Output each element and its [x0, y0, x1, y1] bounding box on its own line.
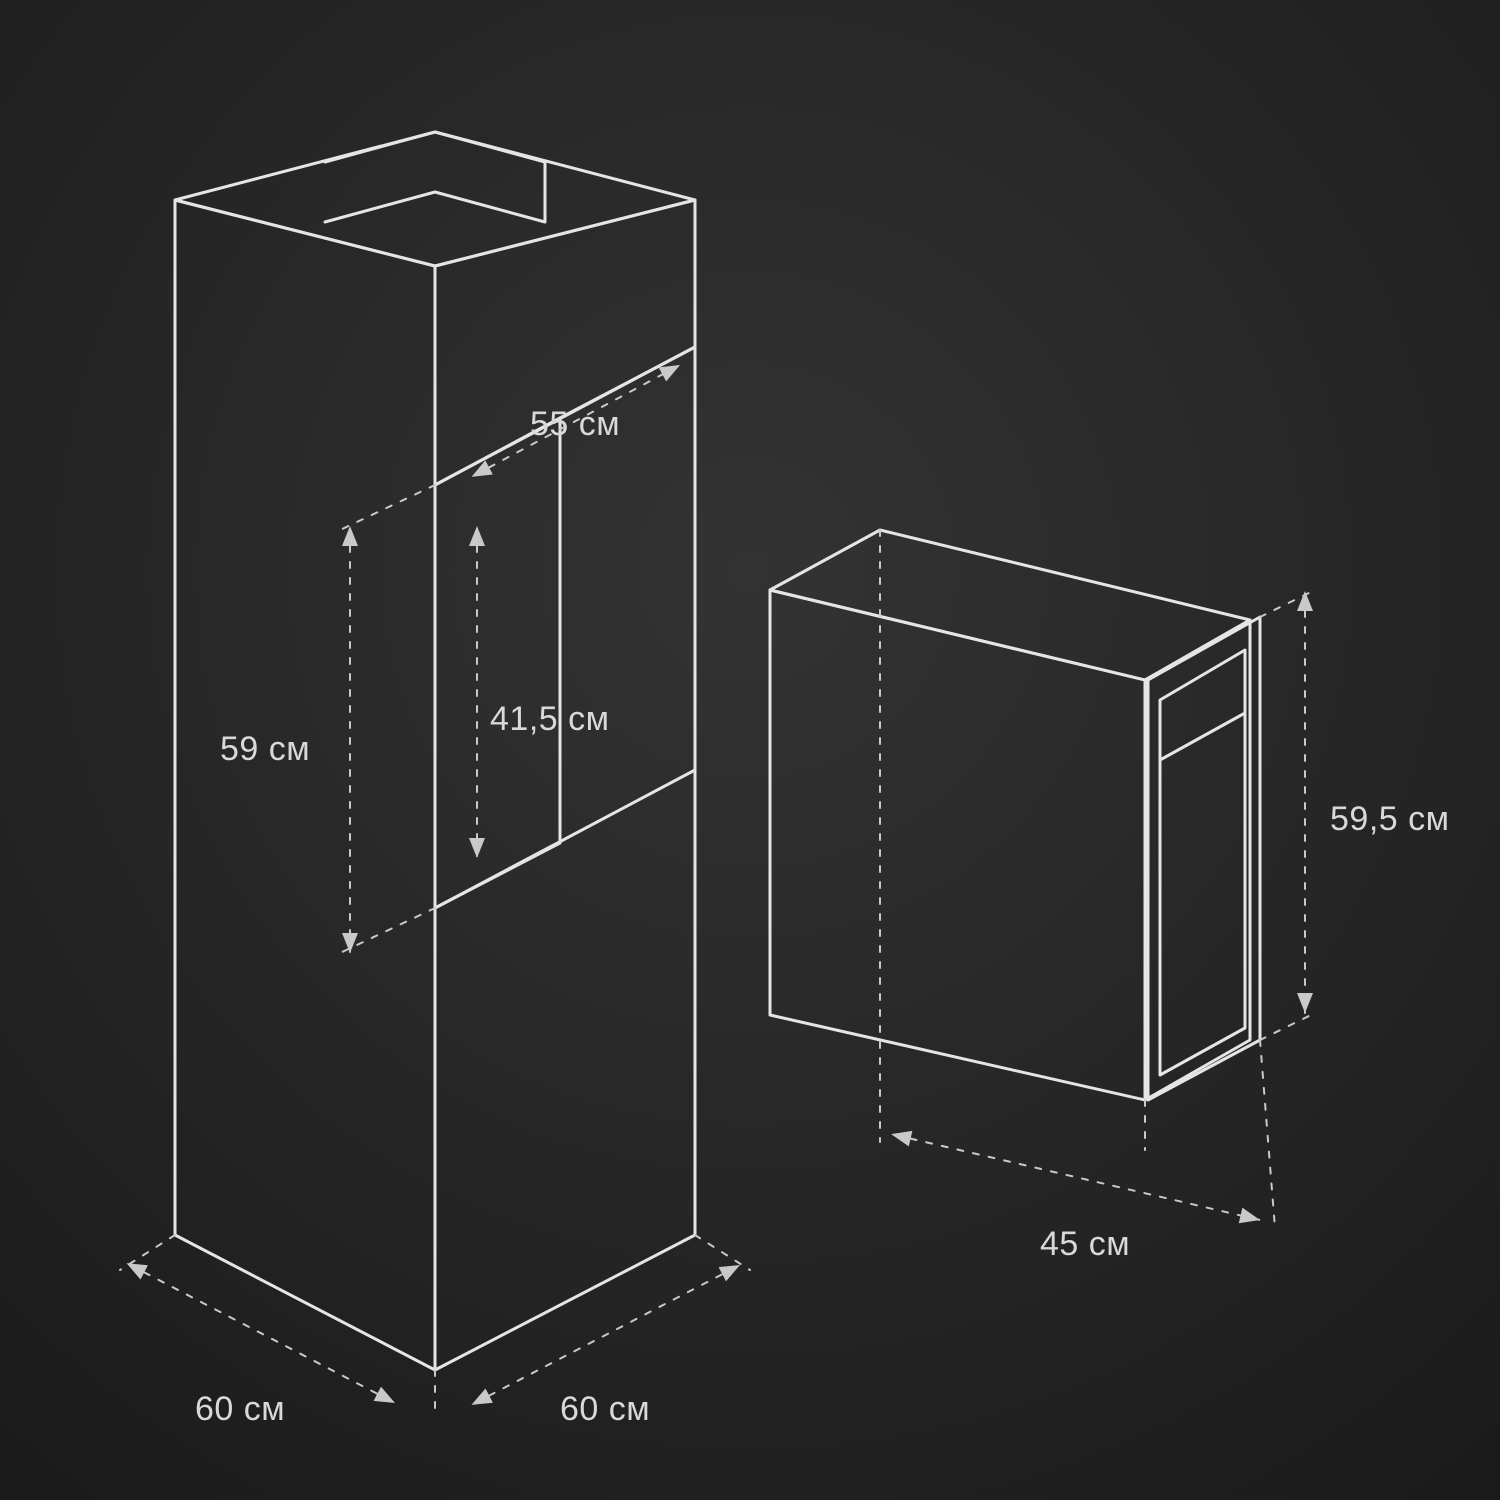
label-niche-inner-height: 41,5 см [490, 700, 610, 739]
label-cabinet-width: 60 см [560, 1390, 650, 1429]
label-appliance-depth: 45 см [1040, 1225, 1130, 1264]
label-niche-width: 55 см [530, 405, 620, 444]
label-cabinet-depth: 60 см [195, 1390, 285, 1429]
label-appliance-height: 59,5 см [1330, 800, 1450, 839]
label-niche-height: 59 см [220, 730, 310, 769]
